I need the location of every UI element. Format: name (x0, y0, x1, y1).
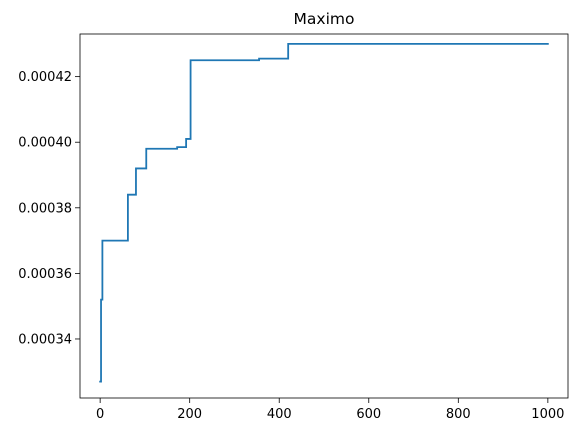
series-line-1 (99, 42, 549, 383)
x-tick-label: 600 (356, 407, 381, 422)
x-tick-label: 800 (446, 407, 471, 422)
plot-area-frame (79, 33, 569, 399)
x-axis-ticks: 0 200 400 600 800 1000 (96, 398, 564, 422)
series-layer (99, 42, 549, 383)
y-tick-label: 0.00038 (18, 201, 72, 216)
y-tick-label: 0.00036 (18, 267, 72, 282)
y-tick-label: 0.00034 (18, 332, 72, 347)
chart-title: Maximo (294, 10, 355, 28)
y-tick-label: 0.00042 (18, 70, 72, 85)
x-tick-label: 0 (96, 407, 104, 422)
x-tick-label: 200 (177, 407, 202, 422)
x-tick-label: 1000 (531, 407, 564, 422)
y-axis-ticks: 0.00034 0.00036 0.00038 0.00040 0.00042 (18, 70, 80, 347)
y-tick-label: 0.00040 (18, 136, 72, 151)
x-tick-label: 400 (267, 407, 292, 422)
